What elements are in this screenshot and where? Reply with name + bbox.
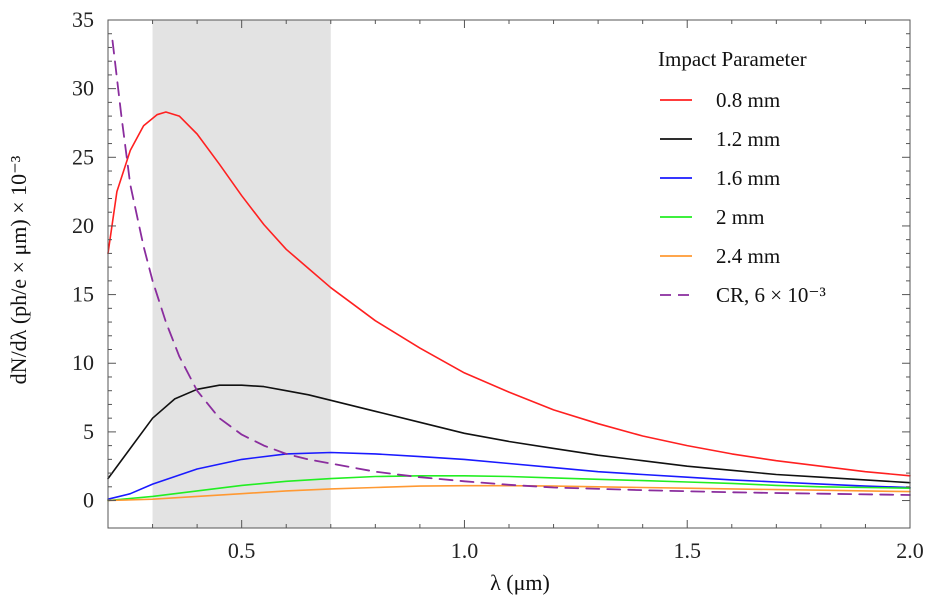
legend-title: Impact Parameter (658, 47, 807, 71)
shaded-region-layer (152, 20, 331, 528)
series-layer (107, 39, 911, 502)
shaded-band (152, 20, 331, 528)
y-axis-title: dN/dλ (ph/e × μm) × 10⁻³ (6, 155, 31, 384)
y-tick-label: 20 (72, 213, 94, 238)
legend-label-4: 2.4 mm (716, 244, 780, 268)
legend-label-2: 1.6 mm (716, 166, 780, 190)
x-tick-label: 0.5 (228, 538, 256, 563)
y-tick-label: 15 (72, 282, 94, 307)
y-tick-label: 5 (83, 419, 94, 444)
series-line-5 (111, 39, 911, 496)
series-line-2 (107, 451, 911, 500)
series-line-0 (107, 111, 911, 477)
legend-label-3: 2 mm (716, 205, 764, 229)
axis-ticks: 0 5 10 15 20 25 30 35 0.5 1.0 1.5 2.0 (72, 7, 924, 563)
legend-items: 0.8 mm 1.2 mm 1.6 mm 2 mm 2.4 mm CR, 6 × 10⁻… (660, 88, 826, 307)
y-tick-label: 0 (83, 488, 94, 513)
legend-label-1: 1.2 mm (716, 127, 780, 151)
legend-label-0: 0.8 mm (716, 88, 780, 112)
x-axis-title: λ (μm) (490, 570, 550, 595)
y-tick-label: 30 (72, 76, 94, 101)
series-line-3 (107, 475, 911, 502)
x-tick-label: 1.5 (673, 538, 701, 563)
x-tick-label: 1.0 (451, 538, 479, 563)
y-tick-label: 35 (72, 7, 94, 32)
y-tick-label: 10 (72, 350, 94, 375)
legend-label-5: CR, 6 × 10⁻³ (716, 283, 826, 307)
x-tick-label: 2.0 (896, 538, 924, 563)
y-tick-label: 25 (72, 144, 94, 169)
legend: Impact Parameter 0.8 mm 1.2 mm 1.6 mm 2 mm… (658, 47, 826, 307)
series-line-1 (107, 384, 911, 484)
